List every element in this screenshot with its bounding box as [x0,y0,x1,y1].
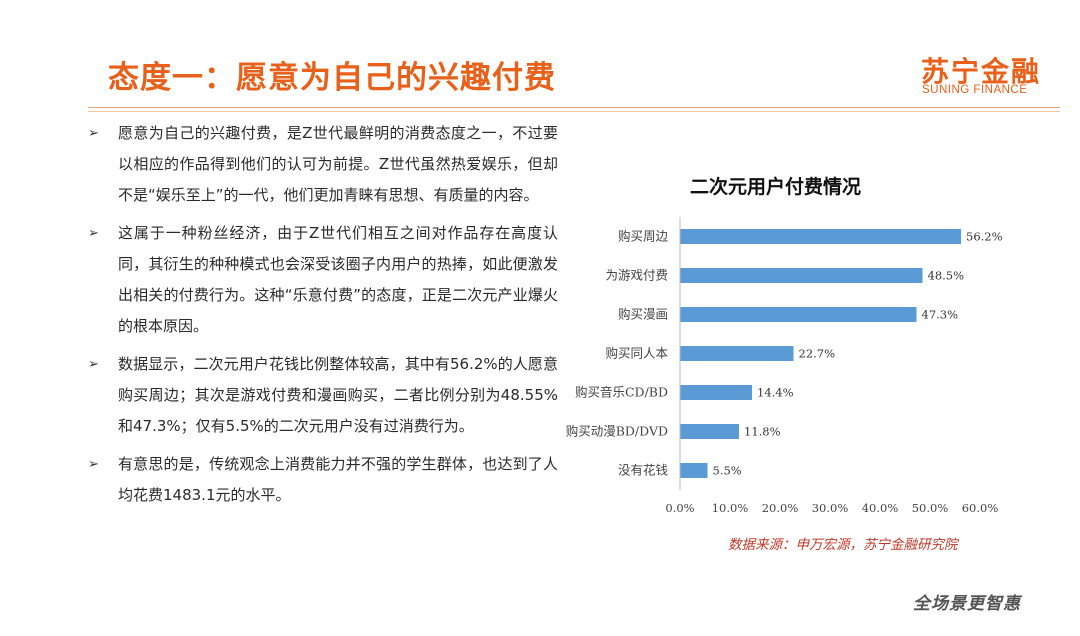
bullet-text: 数据显示，二次元用户花钱比例整体较高，其中有56.2%的人愿意购买周边；其次是游… [118,355,558,435]
bullet-item: ➢ 这属于一种粉丝经济，由于Z世代们相互之间对作品存在高度认同，其衍生的种种模式也… [88,218,558,342]
category-label: 购买同人本 [605,346,668,361]
x-tick-label: 60.0% [962,501,999,515]
page-title: 态度一：愿意为自己的兴趣付费 [108,60,556,96]
x-tick-label: 40.0% [862,501,899,515]
x-tick-label: 10.0% [712,501,749,515]
bar [680,385,752,400]
category-label: 没有花钱 [618,463,668,478]
category-label: 购买漫画 [618,307,668,322]
header-divider [88,107,1060,108]
category-label: 为游戏付费 [605,268,668,283]
bar [680,307,917,322]
category-label: 购买音乐CD/BD [575,385,668,400]
bar [680,463,708,478]
value-label: 22.7% [799,347,836,361]
slogan: 全场景更智惠 [913,594,1021,614]
value-label: 5.5% [713,464,742,478]
bar [680,268,923,283]
chart-title: 二次元用户付费情况 [690,176,862,198]
value-label: 48.5% [928,269,965,283]
x-tick-label: 30.0% [812,501,849,515]
value-label: 56.2% [966,230,1003,244]
data-source-note: 数据来源：申万宏源，苏宁金融研究院 [728,537,958,553]
bullet-item: ➢ 有意思的是，传统观念上消费能力并不强的学生群体，也达到了人均花费1483.1元… [88,449,558,511]
category-label: 购买动漫BD/DVD [566,424,668,439]
bullet-item: ➢ 数据显示，二次元用户花钱比例整体较高，其中有56.2%的人愿意购买周边；其次是… [88,349,558,442]
bar [680,424,739,439]
company-logo: 苏宁金融 [921,55,1042,88]
x-tick-label: 20.0% [762,501,799,515]
arrow-bullet-icon: ➢ [88,226,99,241]
company-logo-english: SUNING FINANCE [922,84,1028,96]
bullet-item: ➢ 愿意为自己的兴趣付费，是Z世代最鲜明的消费态度之一，不过要以相应的作品得到他们… [88,118,558,211]
value-label: 14.4% [757,386,794,400]
bar [680,346,794,361]
x-tick-label: 0.0% [665,501,694,515]
header-divider-secondary [88,111,1060,112]
arrow-bullet-icon: ➢ [88,126,99,141]
bullet-list: ➢ 愿意为自己的兴趣付费，是Z世代最鲜明的消费态度之一，不过要以相应的作品得到他们… [88,118,558,518]
bar-chart: 购买周边 56.2% 为游戏付费 48.5% 购买漫画 47.3% 购买同人本 22.7% 购买… [566,217,1003,515]
value-label: 11.8% [744,425,781,439]
bullet-text: 这属于一种粉丝经济，由于Z世代们相互之间对作品存在高度认同，其衍生的种种模式也会… [118,224,558,335]
bullet-text: 有意思的是，传统观念上消费能力并不强的学生群体，也达到了人均花费1483.1元的… [118,455,558,504]
category-label: 购买周边 [618,229,669,244]
bullet-text: 愿意为自己的兴趣付费，是Z世代最鲜明的消费态度之一，不过要以相应的作品得到他们的… [118,124,558,204]
value-label: 47.3% [922,308,959,322]
arrow-bullet-icon: ➢ [88,457,99,472]
arrow-bullet-icon: ➢ [88,357,99,372]
x-tick-label: 50.0% [912,501,949,515]
bar [680,229,961,244]
